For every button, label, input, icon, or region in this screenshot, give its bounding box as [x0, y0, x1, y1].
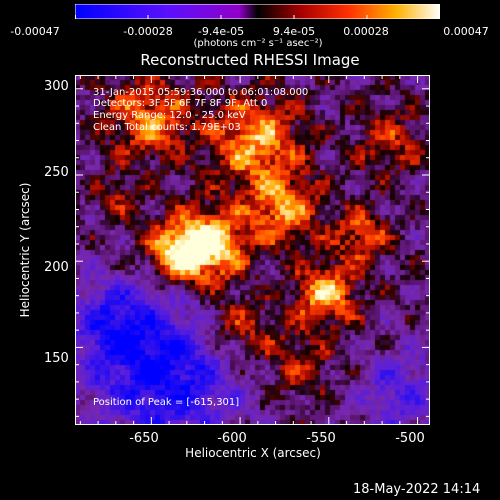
colorbar-tick-label: -0.00028 [123, 25, 173, 38]
plot-title: Reconstructed RHESSI Image [140, 51, 360, 69]
colorbar-tick-label: 0.00028 [343, 25, 389, 38]
colorbar-units: (photons cm⁻² s⁻¹ asec⁻²) [193, 38, 323, 49]
info-total-counts: Clean Total counts: 1.79E+03 [93, 122, 241, 133]
rhessi-image [75, 75, 430, 425]
x-axis-label: Heliocentric X (arcsec) [185, 446, 321, 460]
colorbar-tick-label: -9.4e-05 [197, 25, 245, 38]
x-tick-label: -500 [395, 431, 425, 446]
info-time-range: 31-Jan-2015 05:59:36.000 to 06:01:08.000 [93, 87, 309, 98]
info-detectors: Detectors: 3F 5F 6F 7F 8F 9F, Att 0 [93, 98, 268, 109]
x-tick-label: -550 [306, 431, 336, 446]
y-axis-label: Heliocentric Y (arcsec) [18, 182, 32, 318]
info-energy-range: Energy Range: 12.0 - 25.0 keV [93, 110, 246, 121]
colorbar-tick-label: -0.00047 [10, 25, 60, 38]
y-tick-label: 150 [44, 351, 69, 366]
y-tick-label: 300 [44, 79, 69, 94]
y-tick-label: 200 [44, 260, 69, 275]
colorbar [75, 4, 440, 19]
timestamp: 18-May-2022 14:14 [353, 482, 481, 497]
x-tick-label: -600 [217, 431, 247, 446]
y-tick-label: 250 [44, 165, 69, 180]
plot-frame [75, 75, 430, 425]
peak-position: Position of Peak = [-615,301] [93, 397, 240, 408]
colorbar-tick-label: 9.4e-05 [272, 25, 316, 38]
colorbar-tick-label: 0.00047 [443, 25, 489, 38]
x-tick-label: -650 [129, 431, 159, 446]
